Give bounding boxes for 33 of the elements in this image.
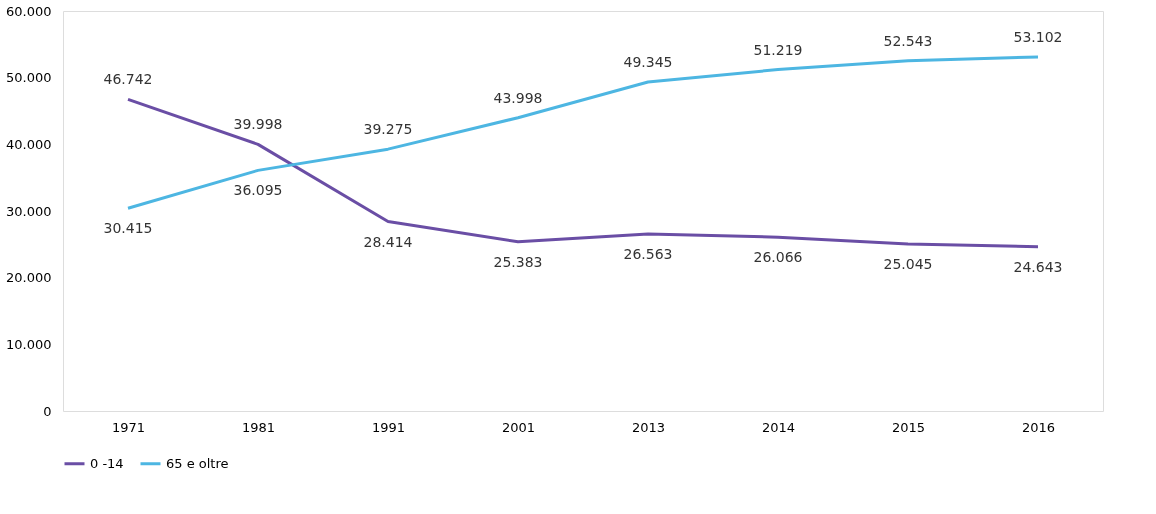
y-tick-label: 40.000 [6,136,52,152]
data-label: 46.742 [103,71,153,88]
data-label: 51.219 [753,41,803,58]
legend-label: 65 e oltre [166,455,229,471]
x-tick-label: 1981 [241,419,276,435]
x-tick-label: 2014 [761,419,796,435]
x-tick-label: 2013 [631,419,666,435]
data-label: 53.102 [1013,28,1063,45]
x-tick-label: 2016 [1021,419,1056,435]
x-tick-label: 1971 [111,419,146,435]
data-label: 52.543 [883,32,933,49]
y-tick-label: 10.000 [6,336,52,352]
data-label: 39.998 [233,116,283,133]
y-tick-label: 60.000 [6,3,52,19]
data-label: 24.643 [1013,258,1063,275]
data-label: 30.415 [103,220,153,237]
legend-label: 0 -14 [90,455,124,471]
x-tick-label: 1991 [371,419,406,435]
data-label: 25.383 [493,253,543,270]
data-label: 25.045 [883,256,933,273]
y-tick-label: 0 [43,403,52,419]
data-label: 49.345 [623,54,673,71]
data-label: 43.998 [493,89,543,106]
x-tick-label: 2015 [891,419,926,435]
data-label: 36.095 [233,182,283,199]
y-tick-label: 20.000 [6,270,52,286]
data-label: 28.414 [363,233,413,250]
data-label: 39.275 [363,121,413,138]
y-tick-label: 30.000 [6,203,52,219]
data-label: 26.066 [753,249,803,266]
x-tick-label: 2001 [501,419,536,435]
y-tick-label: 50.000 [6,70,52,86]
data-label: 26.563 [623,245,673,262]
